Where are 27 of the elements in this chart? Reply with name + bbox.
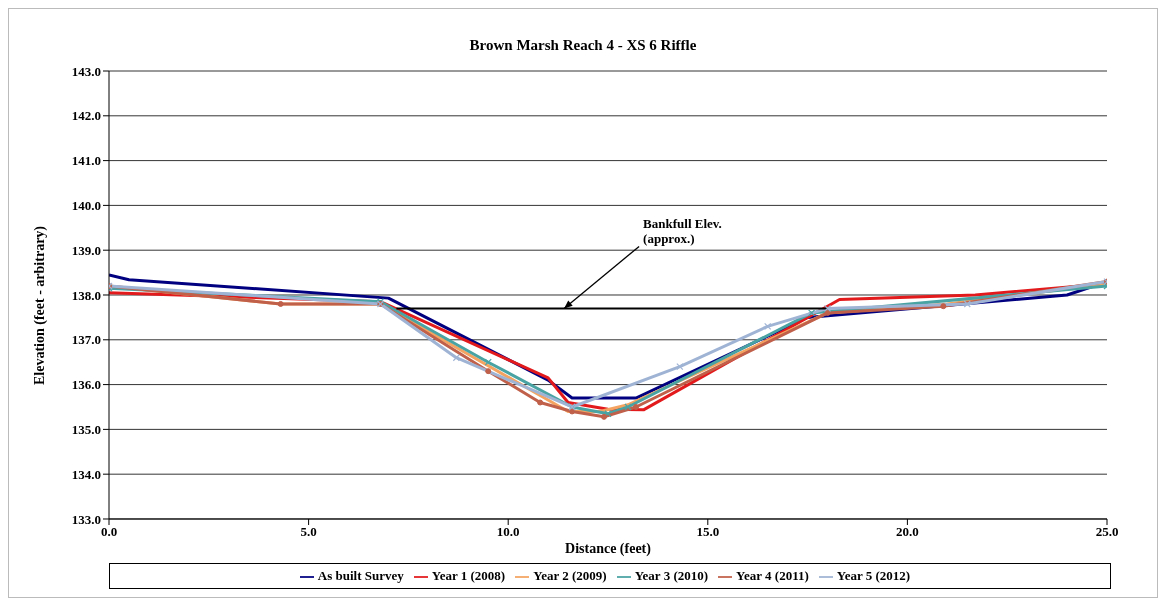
y-tick-label: 138.0 [71, 287, 101, 303]
y-tick-label: 140.0 [71, 198, 101, 214]
legend-label: Year 3 (2010) [634, 567, 709, 583]
legend-label: Year 5 (2012) [836, 567, 911, 583]
legend-label: Year 1 (2008) [431, 567, 506, 583]
x-tick-label: 0.0 [100, 524, 118, 540]
x-tick-label: 20.0 [896, 524, 919, 540]
y-tick-label: 136.0 [71, 377, 101, 393]
x-axis-title: Distance (feet) [565, 540, 652, 557]
x-tick-label: 25.0 [1095, 524, 1119, 540]
y-tick-label: 135.0 [71, 422, 101, 437]
y-tick-label: 142.0 [71, 108, 101, 124]
y-tick-label: 143.0 [71, 63, 101, 79]
y-axis-title: Elevation (feet - arbitrary) [31, 225, 48, 385]
legend-label: As built Survey [317, 567, 404, 583]
y-tick-label: 134.0 [71, 466, 101, 482]
x-tick-label: 10.0 [496, 524, 520, 540]
x-tick-label: 15.0 [696, 524, 720, 540]
x-tick-label: 5.0 [300, 524, 317, 540]
chart-title: Brown Marsh Reach 4 - XS 6 Riffle [468, 37, 698, 54]
y-tick-label: 133.0 [71, 511, 101, 527]
legend-label: Year 4 (2011) [736, 567, 809, 583]
annotation: Bankfull Elev. (approx.) [643, 216, 722, 247]
y-tick-label: 141.0 [71, 153, 101, 169]
y-tick-label: 139.0 [71, 242, 101, 258]
y-tick-label: 137.0 [71, 332, 101, 348]
legend-label: Year 2 (2009) [533, 567, 607, 583]
